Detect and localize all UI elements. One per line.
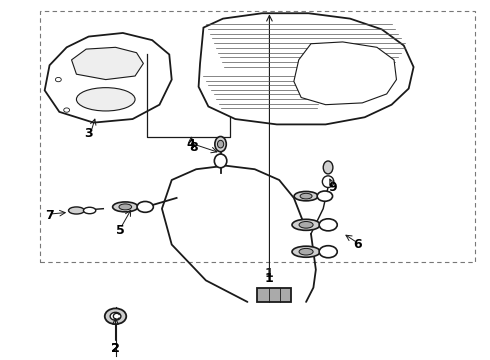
Text: 1: 1 [265,267,274,280]
Ellipse shape [323,161,333,174]
Bar [40,12,475,262]
Polygon shape [72,47,144,80]
Ellipse shape [215,136,226,152]
Ellipse shape [322,176,334,188]
Text: 6: 6 [353,238,362,251]
Ellipse shape [317,191,333,201]
Ellipse shape [299,248,313,255]
Circle shape [105,309,126,324]
Ellipse shape [214,154,227,168]
Ellipse shape [299,221,313,228]
Ellipse shape [294,192,318,201]
Ellipse shape [319,219,337,231]
Circle shape [55,77,61,82]
Text: 9: 9 [329,181,337,194]
Circle shape [110,312,121,320]
Ellipse shape [113,202,138,212]
Ellipse shape [292,219,320,230]
Polygon shape [198,13,414,125]
Ellipse shape [218,140,223,148]
Ellipse shape [119,204,132,210]
Ellipse shape [300,193,312,199]
Text: 5: 5 [116,224,125,237]
Ellipse shape [69,207,84,214]
Text: 2: 2 [111,342,120,355]
Text: 8: 8 [189,141,198,154]
Ellipse shape [319,246,337,258]
Ellipse shape [83,207,96,214]
Polygon shape [45,33,172,123]
Text: 4: 4 [187,138,196,150]
Ellipse shape [76,87,135,111]
Circle shape [64,108,70,112]
Ellipse shape [137,202,153,212]
Text: 7: 7 [45,210,54,222]
Text: 1: 1 [265,272,274,285]
Polygon shape [294,42,396,105]
FancyBboxPatch shape [257,288,292,302]
Text: 2: 2 [111,342,120,355]
Ellipse shape [292,246,320,257]
Text: 3: 3 [84,127,93,140]
